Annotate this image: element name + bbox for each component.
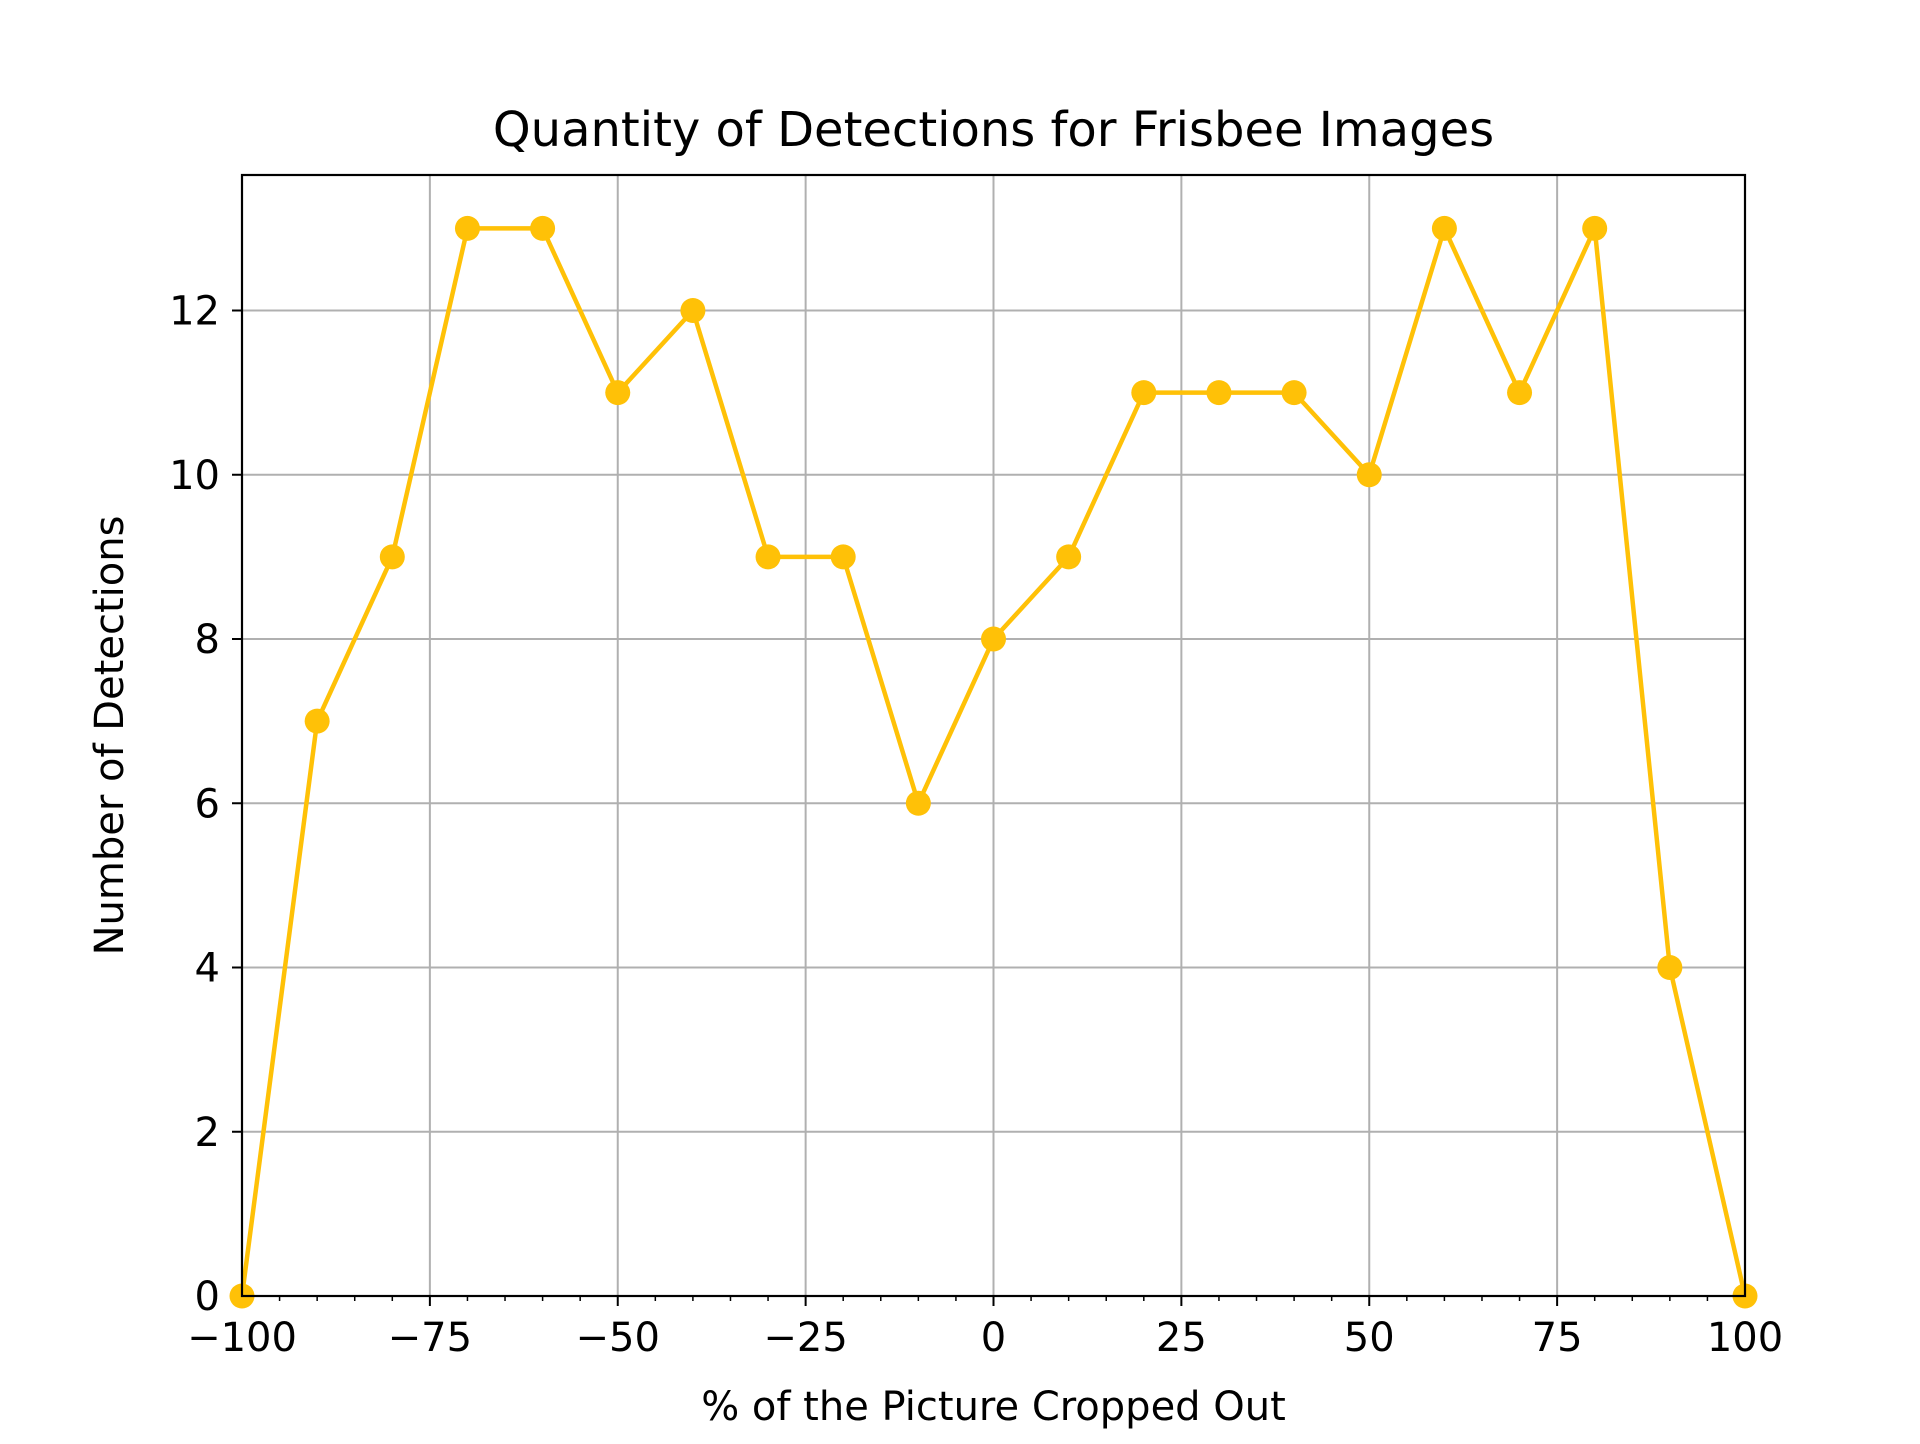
data-point — [304, 708, 330, 734]
data-point — [1056, 544, 1082, 570]
data-point — [830, 544, 856, 570]
data-point — [1582, 215, 1608, 241]
data-point — [605, 380, 631, 406]
y-tick-label: 0 — [195, 1274, 220, 1320]
tick-labels: −100 −75 −50 −25 0 25 50 75 100 0 2 4 6 8 10 12 — [169, 289, 1783, 1361]
data-point — [379, 544, 405, 570]
data-point — [981, 626, 1006, 652]
data-point — [755, 544, 781, 570]
data-point — [680, 298, 706, 324]
plot-frame — [240, 173, 1747, 1298]
x-tick-label: 25 — [1156, 1315, 1207, 1361]
y-tick-label: 8 — [195, 617, 220, 663]
data-point — [1431, 215, 1457, 241]
data-point — [905, 790, 931, 816]
data-point — [1657, 955, 1683, 981]
y-tick-label: 2 — [195, 1110, 220, 1156]
axis-ticks — [232, 309, 1746, 1306]
x-tick-label: −100 — [187, 1315, 297, 1361]
x-tick-label: −75 — [388, 1315, 472, 1361]
x-axis-label: % of the Picture Cropped Out — [701, 1384, 1286, 1430]
x-tick-label: 50 — [1344, 1315, 1395, 1361]
data-point — [454, 215, 480, 241]
x-tick-label: 0 — [981, 1315, 1006, 1361]
y-tick-label: 4 — [195, 946, 220, 992]
y-tick-label: 12 — [169, 289, 220, 335]
y-axis-label: Number of Detections — [87, 516, 133, 956]
data-point — [1281, 380, 1307, 406]
data-point — [1206, 380, 1232, 406]
data-point — [1131, 380, 1157, 406]
data-point — [530, 215, 556, 241]
series — [229, 215, 1758, 1309]
data-point — [1356, 462, 1382, 488]
x-tick-label: −25 — [763, 1315, 847, 1361]
data-point — [1507, 380, 1533, 406]
y-tick-label: 6 — [195, 781, 220, 827]
chart-title: Quantity of Detections for Frisbee Image… — [493, 102, 1494, 158]
y-tick-label: 10 — [169, 453, 220, 499]
x-tick-label: 75 — [1532, 1315, 1583, 1361]
x-tick-label: −50 — [576, 1315, 660, 1361]
x-tick-label: 100 — [1707, 1315, 1783, 1361]
